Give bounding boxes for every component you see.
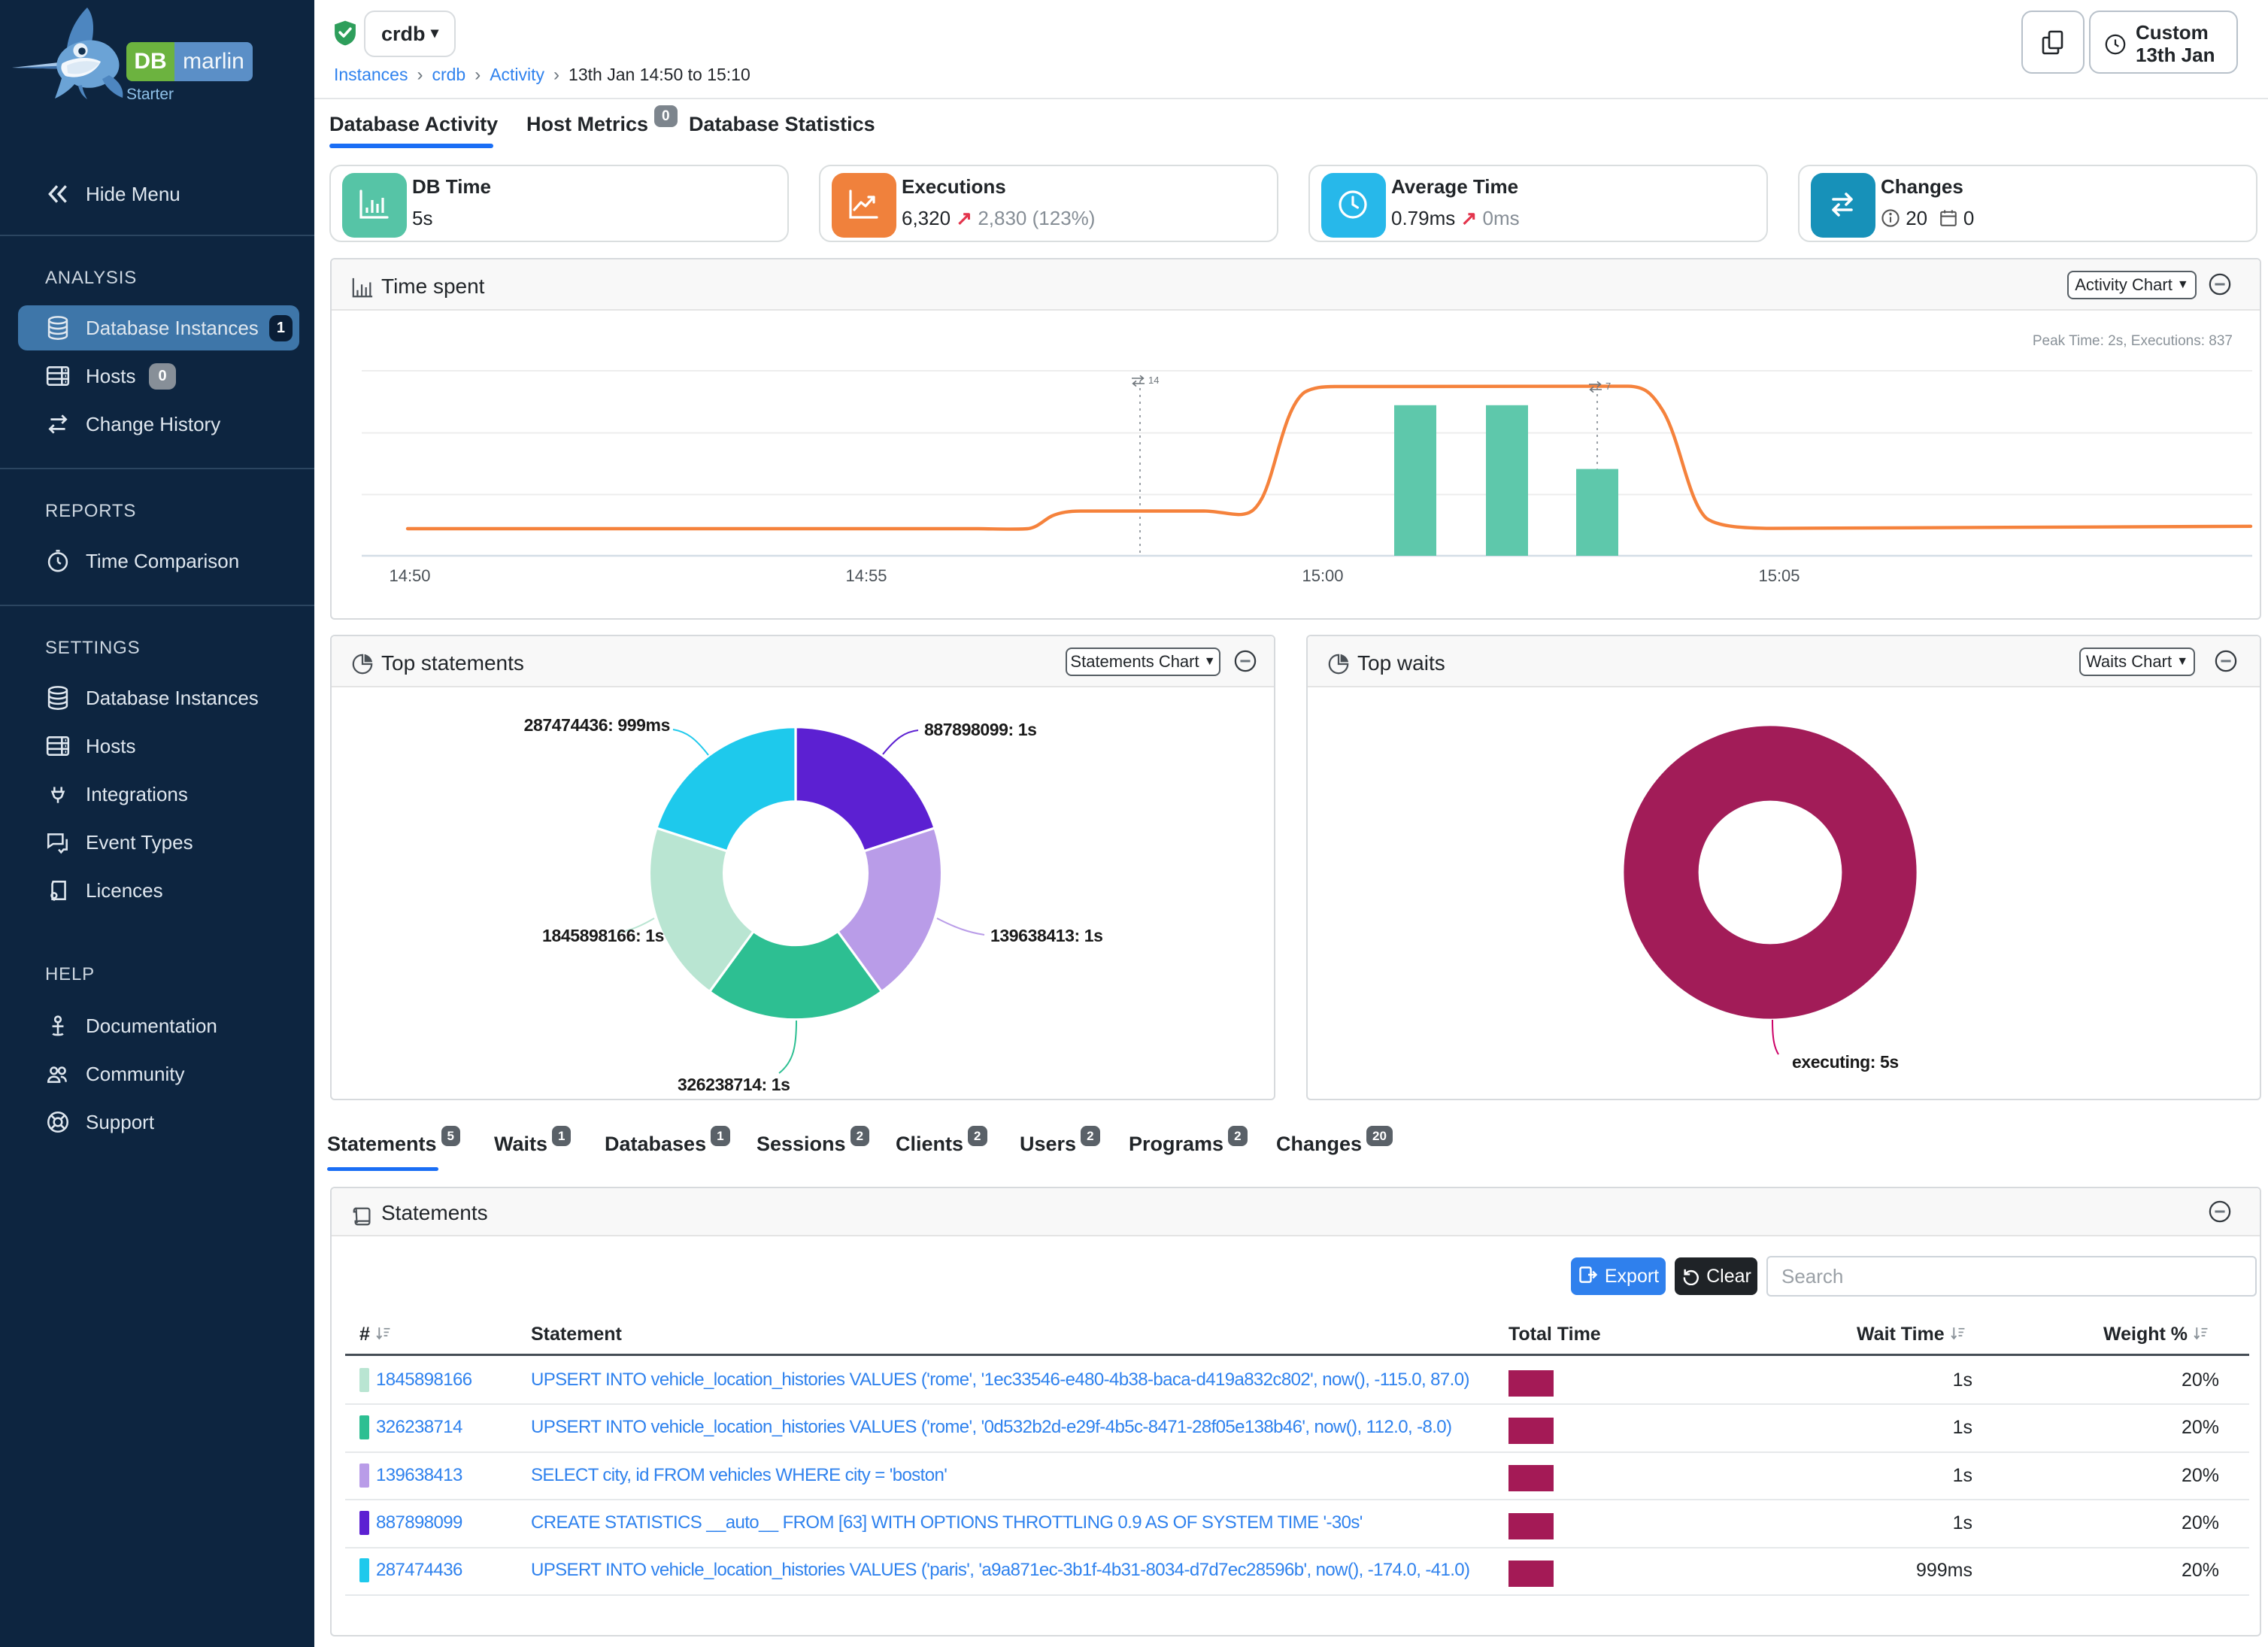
svg-text:7: 7 <box>1605 381 1611 392</box>
svg-text:287474436: 999ms: 287474436: 999ms <box>524 715 670 735</box>
svg-text:14:55: 14:55 <box>845 566 887 585</box>
svg-text:executing: 5s: executing: 5s <box>1792 1052 1899 1072</box>
svg-text:139638413: 1s: 139638413: 1s <box>990 926 1103 945</box>
svg-text:14: 14 <box>1148 375 1159 386</box>
svg-text:1845898166: 1s: 1845898166: 1s <box>542 926 664 945</box>
svg-text:Peak Time: 2s, Executions: 837: Peak Time: 2s, Executions: 837 <box>2033 333 2233 349</box>
svg-text:15:00: 15:00 <box>1302 566 1343 585</box>
svg-text:14:50: 14:50 <box>389 566 430 585</box>
svg-text:15:05: 15:05 <box>1758 566 1800 585</box>
svg-text:887898099: 1s: 887898099: 1s <box>924 720 1037 739</box>
svg-text:326238714: 1s: 326238714: 1s <box>678 1075 790 1094</box>
